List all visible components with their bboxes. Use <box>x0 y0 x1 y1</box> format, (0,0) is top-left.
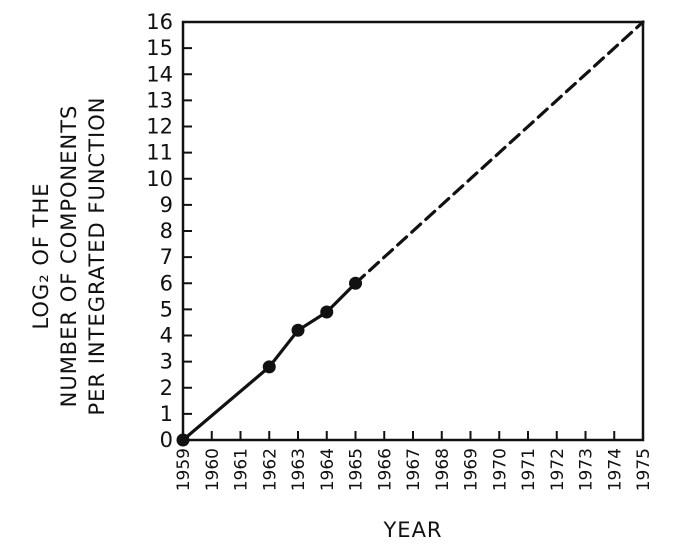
points-layer <box>176 276 362 447</box>
x-tick-label: 1960 <box>203 448 223 491</box>
y-tick-label: 3 <box>160 350 173 374</box>
x-tick-label: 1965 <box>347 448 367 491</box>
x-tick-label: 1966 <box>375 448 395 491</box>
y-tick-label: 6 <box>160 271 173 295</box>
x-tick-label: 1971 <box>519 448 539 491</box>
y-tick-label: 9 <box>160 193 173 217</box>
x-tick-label: 1970 <box>490 448 510 491</box>
y-axis-title-line: LOG₂ OF THE <box>29 182 53 329</box>
x-tick-label: 1963 <box>289 448 309 491</box>
y-tick-label: 11 <box>146 141 173 165</box>
y-axis-title-line: NUMBER OF COMPONENTS <box>57 105 81 408</box>
y-tick-label: 5 <box>160 297 173 321</box>
y-tick-label: 10 <box>146 167 173 191</box>
x-tick-label: 1974 <box>605 448 625 491</box>
data-point <box>262 360 276 374</box>
y-tick-label: 16 <box>146 10 173 34</box>
data-point <box>320 305 334 319</box>
data-point <box>176 433 190 447</box>
x-tick-label: 1962 <box>260 448 280 491</box>
series-layer <box>181 20 645 442</box>
y-tick-label: 15 <box>146 36 173 60</box>
x-tick-label: 1968 <box>433 448 453 491</box>
y-tick-label: 14 <box>146 62 173 86</box>
y-tick-label: 12 <box>146 115 173 139</box>
x-tick-label: 1959 <box>174 448 194 491</box>
data-point <box>291 323 305 337</box>
data-point <box>349 276 362 290</box>
y-tick-label: 13 <box>146 88 173 112</box>
y-tick-label: 0 <box>160 428 173 452</box>
x-tick-label: 1961 <box>232 448 252 491</box>
axes-layer <box>181 20 645 442</box>
x-tick-label: 1964 <box>318 448 338 491</box>
x-tick-label: 1972 <box>548 448 568 491</box>
y-tick-label: 8 <box>160 219 173 243</box>
y-tick-label: 7 <box>160 245 173 269</box>
y-tick-label: 1 <box>160 402 173 426</box>
y-axis-title-line: PER INTEGRATED FUNCTION <box>85 97 109 416</box>
x-axis-title: YEAR <box>382 518 442 542</box>
y-tick-label: 2 <box>160 376 173 400</box>
x-tick-label: 1973 <box>577 448 597 491</box>
x-tick-label: 1967 <box>404 448 424 491</box>
x-tick-label: 1969 <box>462 448 482 491</box>
y-tick-label: 4 <box>160 324 173 348</box>
x-tick-label: 1975 <box>634 448 654 491</box>
series-line-extrapolated <box>353 20 645 285</box>
